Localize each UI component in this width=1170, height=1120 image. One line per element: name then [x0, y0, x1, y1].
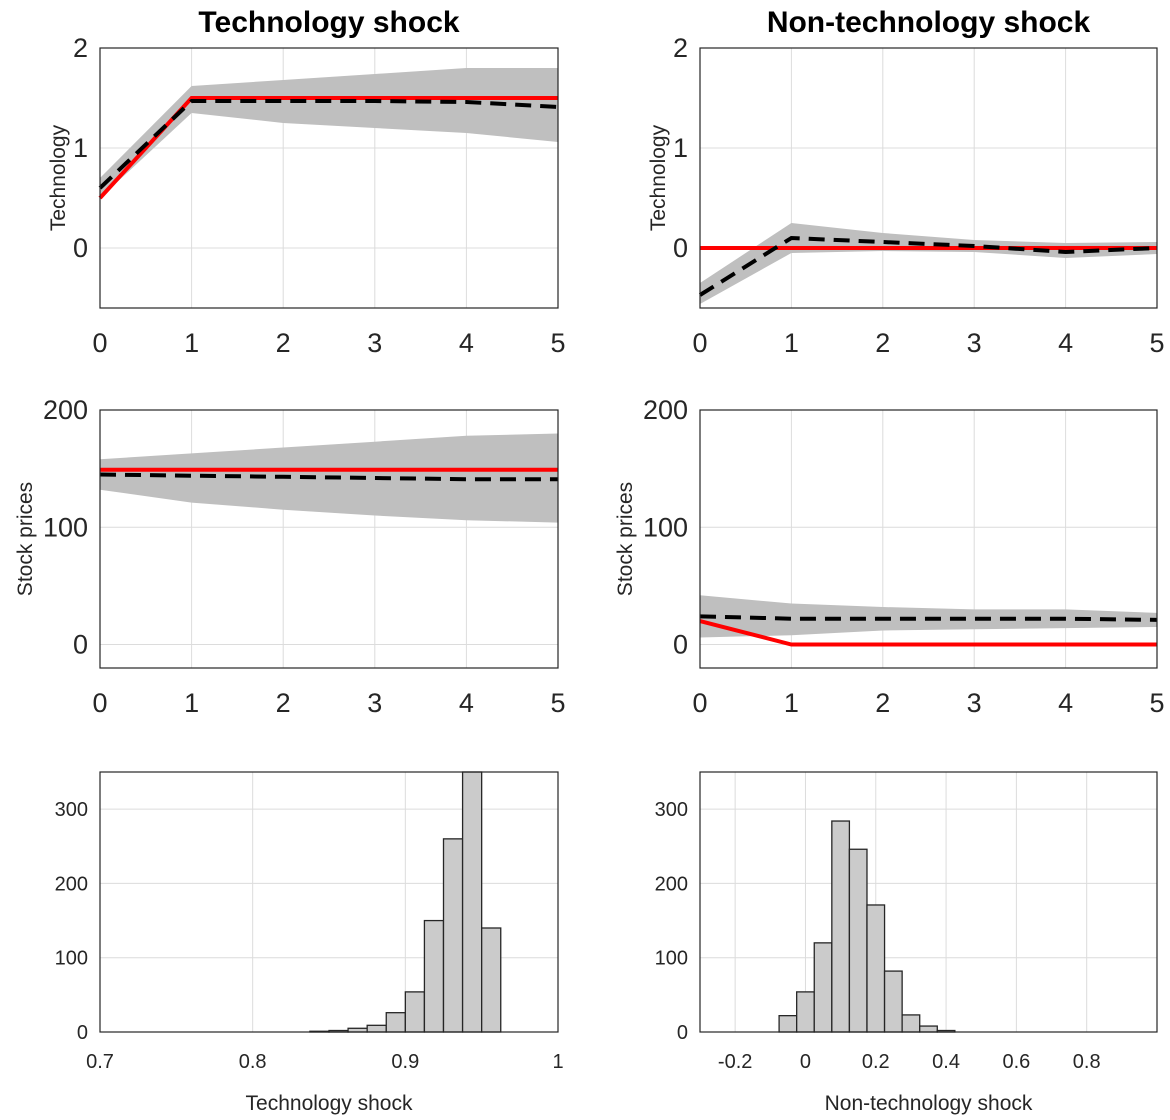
x-tick-label: 3: [967, 328, 982, 358]
y-tick-label: 300: [655, 799, 688, 821]
y-axis-label: Stock prices: [614, 482, 637, 596]
x-tick-label: 5: [550, 688, 565, 718]
y-tick-label: 0: [673, 630, 688, 660]
histogram-bar: [366, 1024, 387, 1033]
series-line-dashed: [699, 614, 1158, 622]
x-tick-label: 3: [367, 688, 382, 718]
x-tick-label: 4: [459, 328, 474, 358]
series-line-dashed: [98, 99, 559, 190]
x-tick-label: 2: [875, 688, 890, 718]
y-tick-label: 300: [55, 799, 88, 821]
series-line-red: [699, 619, 1157, 647]
panel-nontechnology-shock-histogram: -0.2 0 0.2 0.4 0.6 0.8 0 100 200 300 Non-technolog…: [655, 771, 1158, 1115]
x-tick-label: -0.2: [718, 1051, 752, 1073]
x-tick-label: 0.8: [1073, 1051, 1101, 1073]
x-tick-label: 0.8: [239, 1051, 267, 1073]
x-tick-label: 0: [92, 328, 107, 358]
x-tick-label: 1: [184, 328, 199, 358]
panel-technology-shock-stock-prices: 0 1 2 3 4 5 0 100 200 Stock prices: [14, 395, 566, 718]
x-tick-label: 1: [552, 1051, 563, 1073]
histogram-bar: [385, 1012, 406, 1033]
y-axis-label: Technology: [647, 124, 670, 231]
axes-frame: [99, 409, 559, 669]
x-tick-label: 0.9: [391, 1051, 419, 1073]
axes-frame: [99, 47, 559, 309]
panel-technology-shock-technology: 0 1 2 3 4 5 0 1 2 Technology shock Technology: [47, 6, 566, 358]
histogram-bar: [813, 942, 833, 1033]
y-tick-label: 100: [43, 512, 88, 542]
histogram-bar: [404, 991, 426, 1033]
confidence-band: [100, 68, 558, 198]
x-tick-label: 1: [784, 328, 799, 358]
histogram-bar: [778, 1015, 798, 1033]
histogram-bar: [883, 970, 903, 1033]
axes-frame: [699, 771, 1158, 1033]
histogram-bar: [461, 771, 483, 1033]
y-tick-label: 100: [655, 948, 688, 970]
y-tick-label: 2: [673, 33, 688, 63]
y-tick-label: 200: [655, 873, 688, 895]
x-tick-label: 4: [459, 688, 474, 718]
y-tick-label: 1: [73, 133, 88, 163]
x-tick-label: 0: [800, 1051, 811, 1073]
y-tick-label: 200: [643, 395, 688, 425]
axes-frame: [699, 47, 1158, 309]
x-tick-label: 0.6: [1002, 1051, 1030, 1073]
y-tick-label: 200: [43, 395, 88, 425]
histogram-bar: [796, 991, 815, 1033]
x-tick-label: 1: [184, 688, 199, 718]
histogram-bar: [866, 904, 886, 1033]
x-tick-label: 0: [692, 688, 707, 718]
panel-nontechnology-shock-technology: 0 1 2 3 4 5 0 1 2 Non-technology shock Technology: [647, 6, 1165, 358]
x-tick-label: 0.4: [932, 1051, 960, 1073]
y-tick-label: 0: [77, 1022, 88, 1044]
histogram-bar: [919, 1025, 938, 1033]
x-tick-label: 0.7: [86, 1051, 114, 1073]
axes-frame: [699, 409, 1158, 669]
x-tick-label: 1: [784, 688, 799, 718]
confidence-band: [700, 223, 1157, 304]
histogram-bar: [423, 919, 445, 1033]
histogram-bar: [831, 820, 851, 1033]
y-tick-label: 100: [55, 948, 88, 970]
x-tick-label: 0: [92, 688, 107, 718]
y-tick-label: 0: [673, 233, 688, 263]
x-tick-label: 5: [550, 328, 565, 358]
y-tick-label: 100: [643, 512, 688, 542]
x-tick-label: 2: [276, 328, 291, 358]
y-axis-label: Technology: [47, 124, 70, 231]
x-tick-label: 0: [692, 328, 707, 358]
x-tick-label: 0.2: [862, 1051, 890, 1073]
y-tick-label: 1: [673, 133, 688, 163]
x-tick-label: 5: [1149, 688, 1164, 718]
y-tick-label: 200: [55, 873, 88, 895]
chart-title: Non-technology shock: [767, 6, 1091, 39]
x-tick-label: 2: [875, 328, 890, 358]
x-tick-label: 4: [1058, 688, 1073, 718]
chart-title: Technology shock: [198, 6, 459, 39]
histogram-bar: [901, 1014, 921, 1033]
x-tick-label: 3: [367, 328, 382, 358]
y-tick-label: 0: [677, 1022, 688, 1044]
series-line-dashed: [99, 472, 558, 482]
x-axis-label: Technology shock: [246, 1092, 413, 1115]
confidence-band: [700, 595, 1157, 638]
axes-frame: [99, 771, 559, 1033]
panel-nontechnology-shock-stock-prices: 0 1 2 3 4 5 0 100 200 Stock prices: [614, 395, 1165, 718]
y-tick-label: 0: [73, 630, 88, 660]
x-tick-label: 3: [967, 688, 982, 718]
y-tick-label: 0: [73, 233, 88, 263]
x-tick-label: 4: [1058, 328, 1073, 358]
x-tick-label: 5: [1149, 328, 1164, 358]
series-line-dashed: [698, 235, 1158, 297]
panel-technology-shock-histogram: 0.7 0.8 0.9 1 0 100 200 300 Technology shock: [55, 771, 564, 1115]
histogram-bar: [442, 838, 464, 1033]
y-axis-label: Stock prices: [14, 482, 37, 596]
histogram-bar: [481, 927, 502, 1033]
x-tick-label: 2: [276, 688, 291, 718]
y-tick-label: 2: [73, 33, 88, 63]
x-axis-label: Non-technology shock: [825, 1092, 1033, 1115]
histogram-bar: [848, 848, 868, 1033]
